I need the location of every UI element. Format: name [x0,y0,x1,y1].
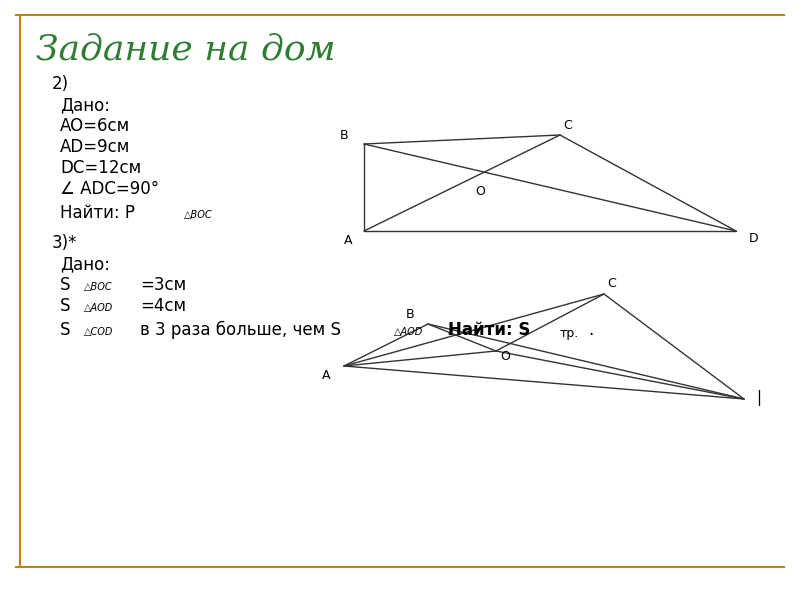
Text: C: C [564,119,572,132]
Text: тр.: тр. [560,327,579,340]
Text: S: S [60,297,70,315]
Text: Дано:: Дано: [60,96,110,114]
Text: C: C [608,277,616,290]
Text: △BOC: △BOC [84,282,113,292]
Text: △BOC: △BOC [184,210,213,220]
Text: |: | [756,390,761,406]
Text: 3)*: 3)* [52,234,78,252]
Text: Задание на дом: Задание на дом [36,33,336,67]
Text: =4см: =4см [140,297,186,315]
Text: Найти: S: Найти: S [448,321,530,339]
Text: AD=9см: AD=9см [60,138,130,156]
Text: .: . [446,321,452,339]
Text: O: O [475,185,485,198]
Text: 2): 2) [52,75,69,93]
Text: △COD: △COD [84,327,114,337]
Text: DC=12см: DC=12см [60,159,142,177]
Text: A: A [322,369,330,382]
Text: A: A [344,234,352,247]
Text: B: B [340,129,348,142]
Text: Найти: P: Найти: P [60,204,135,222]
Text: B: B [406,308,414,321]
Text: △AOD: △AOD [394,327,424,337]
Text: △AOD: △AOD [84,303,114,313]
Text: Дано:: Дано: [60,255,110,273]
Text: =3см: =3см [140,276,186,294]
Text: .: . [588,321,594,339]
Text: S: S [60,276,70,294]
Text: O: O [501,350,510,363]
Text: D: D [749,232,758,245]
Text: ∠ ADC=90°: ∠ ADC=90° [60,180,159,198]
Text: S: S [60,321,70,339]
Text: в 3 раза больше, чем S: в 3 раза больше, чем S [140,321,341,339]
Text: AO=6см: AO=6см [60,117,130,135]
